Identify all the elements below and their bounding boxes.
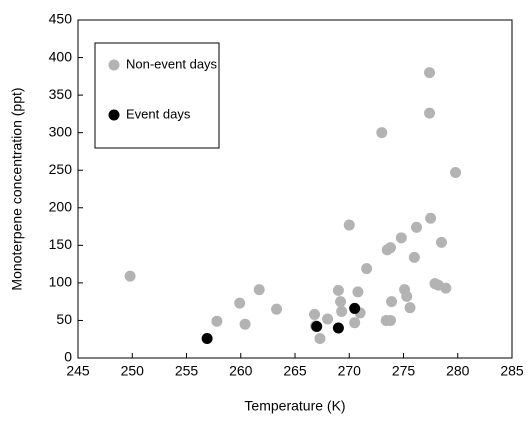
y-tick-label: 150 — [49, 236, 73, 252]
y-tick-label: 400 — [49, 48, 73, 64]
x-tick-label: 255 — [175, 363, 199, 379]
y-tick-label: 300 — [49, 123, 73, 139]
point — [314, 332, 326, 344]
x-axis-label: Temperature (K) — [244, 398, 345, 414]
legend-marker — [108, 109, 120, 121]
point — [349, 302, 361, 314]
x-tick-label: 245 — [66, 363, 90, 379]
x-tick-label: 280 — [446, 363, 470, 379]
x-tick-label: 285 — [500, 363, 524, 379]
x-tick-label: 250 — [121, 363, 145, 379]
x-tick-label: 260 — [229, 363, 253, 379]
x-tick-label: 275 — [392, 363, 416, 379]
y-tick-label: 100 — [49, 274, 73, 290]
point — [450, 166, 462, 178]
point — [376, 127, 388, 139]
point — [271, 303, 283, 315]
point — [343, 219, 355, 231]
point — [425, 212, 437, 224]
point — [361, 263, 373, 275]
y-tick-label: 250 — [49, 161, 73, 177]
point — [395, 232, 407, 244]
y-tick-label: 450 — [49, 11, 73, 27]
point — [211, 315, 223, 327]
legend-label: Non-event days — [126, 56, 218, 71]
point — [239, 318, 251, 330]
point — [384, 242, 396, 254]
point — [424, 67, 436, 79]
point — [332, 322, 344, 334]
y-tick-label: 350 — [49, 86, 73, 102]
point — [332, 284, 344, 296]
point — [311, 320, 323, 332]
legend-label: Event days — [126, 106, 191, 121]
point — [124, 270, 136, 282]
point — [384, 314, 396, 326]
point — [408, 251, 420, 263]
point — [234, 297, 246, 309]
point — [309, 308, 321, 320]
point — [349, 317, 361, 329]
point — [435, 236, 447, 248]
x-tick-label: 270 — [338, 363, 362, 379]
point — [352, 286, 364, 298]
y-tick-label: 200 — [49, 198, 73, 214]
point — [411, 221, 423, 233]
point — [322, 313, 334, 325]
point — [440, 282, 452, 294]
point — [404, 302, 416, 314]
y-tick-label: 50 — [56, 311, 72, 327]
x-tick-label: 265 — [283, 363, 307, 379]
point — [401, 290, 413, 302]
point — [336, 305, 348, 317]
point — [201, 332, 213, 344]
legend-marker — [108, 59, 120, 71]
point — [386, 296, 398, 308]
y-axis-label: Monoterpene concentration (ppt) — [9, 87, 25, 290]
point — [424, 107, 436, 119]
point — [253, 284, 265, 296]
y-tick-label: 0 — [64, 349, 72, 365]
point — [335, 296, 347, 308]
